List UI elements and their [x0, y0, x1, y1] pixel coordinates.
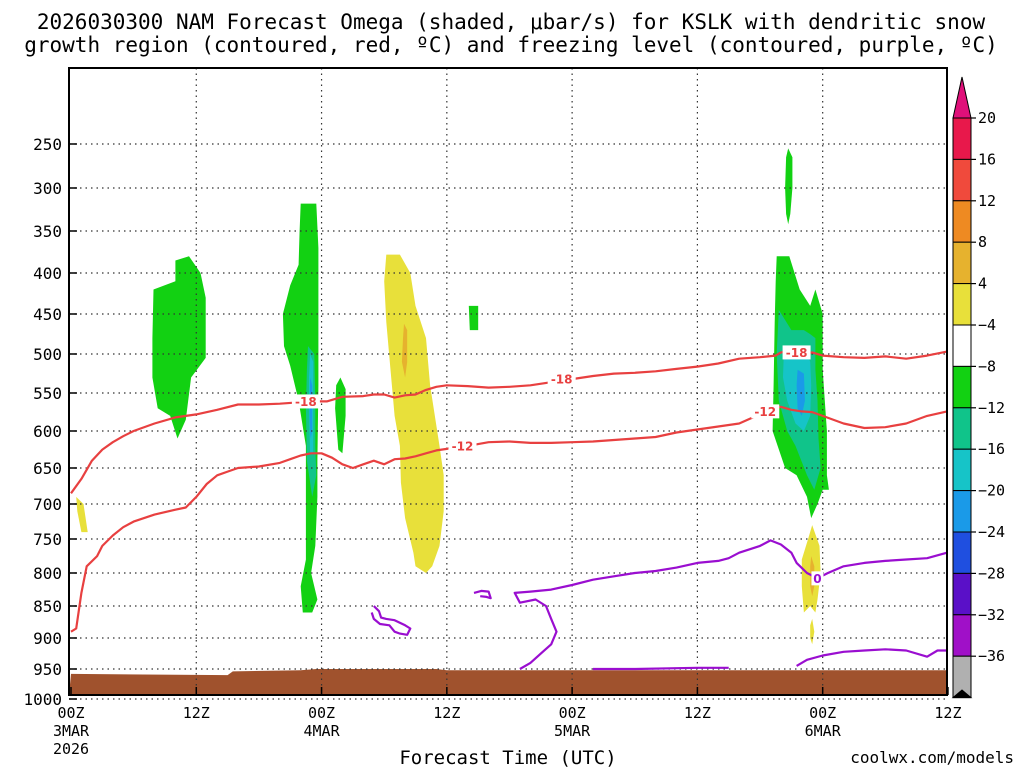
contour-iso-minus12 — [70, 405, 948, 633]
colorbar-label-4: 4 — [978, 275, 987, 293]
omega-region-yellow-d — [810, 618, 815, 645]
omega-region-green-a — [152, 256, 206, 439]
colorbar-swatch-3 — [952, 241, 972, 285]
y-tick-label-600: 600 — [33, 422, 62, 441]
colorbar-swatch-6 — [952, 365, 972, 409]
y-tick-label-500: 500 — [33, 345, 62, 364]
colorbar-label-6: −8 — [978, 357, 996, 375]
contour-label-bg-iso-minus18-2 — [782, 345, 811, 360]
omega-shading — [76, 148, 829, 645]
y-tick-label-550: 550 — [33, 384, 62, 403]
contour-label-iso-minus12-0: -12 — [452, 439, 474, 453]
colorbar-swatch-5 — [952, 324, 972, 367]
contour-frz-d — [593, 666, 729, 671]
contour-label-frz-main-0: 0 — [813, 572, 821, 586]
colorbar-label-11: −28 — [978, 564, 1005, 582]
x-tick-label-12: 12Z — [183, 704, 210, 722]
y-tick-label-350: 350 — [33, 222, 62, 241]
y-axis: 250 300 350 400 450 500 550 600 650 700 750 800 850 9… — [23, 135, 77, 709]
y-tick-label-900: 900 — [33, 629, 62, 648]
colorbar-label-12: −32 — [978, 606, 1005, 624]
credit-text: coolwx.com/models — [850, 748, 1014, 767]
y-tick-label-800: 800 — [33, 564, 62, 583]
colorbar-label-3: 8 — [978, 233, 987, 251]
plot-frame — [68, 67, 948, 696]
contour-label-bg-iso-minus12-0 — [448, 438, 477, 453]
x-tick-label-48: 00Z — [559, 704, 586, 722]
y-tick-label-950: 950 — [33, 660, 62, 679]
colorbar-swatch-11 — [952, 572, 972, 616]
colorbar-label-10: −24 — [978, 523, 1005, 541]
contour-label-iso-minus18-2: -18 — [786, 346, 808, 360]
contour-frz-b — [370, 605, 412, 636]
omega-region-orange-a — [401, 323, 408, 378]
y-tick-label-1000: 1000 — [23, 690, 62, 709]
ground-layer — [69, 669, 947, 695]
omega-region-green-d — [468, 305, 479, 331]
colorbar-swatch-7 — [952, 407, 972, 450]
contour-label-bg-frz-main-0 — [811, 571, 824, 586]
colorbar-arrow-bottom — [951, 689, 973, 699]
omega-region-yellow-a — [76, 496, 88, 533]
colorbar-swatch-10 — [952, 531, 972, 574]
contour-frz-e — [796, 648, 947, 667]
contour-label-bg-iso-minus18-0 — [291, 394, 320, 409]
contour-lines: -18 -18 -18 -12 -12 0 — [70, 345, 948, 671]
y-tick-label-400: 400 — [33, 264, 62, 283]
chart-title-line1: 2026030300 NAM Forecast Omega (shaded, μ… — [37, 10, 986, 34]
x-tick-date-24: 4MAR — [303, 722, 340, 740]
y-tick-label-650: 650 — [33, 459, 62, 478]
contour-frz-main — [513, 539, 948, 670]
colorbar-label-1: 16 — [978, 150, 996, 168]
contour-label-iso-minus18-0: -18 — [295, 395, 317, 409]
colorbar-arrow-top — [952, 76, 972, 119]
omega-region-green-c — [335, 377, 346, 454]
x-tick-label-36: 12Z — [433, 704, 460, 722]
contour-label-iso-minus18-1: -18 — [551, 373, 573, 387]
contour-label-bg-iso-minus18-1 — [547, 372, 576, 387]
colorbar-label-7: −12 — [978, 399, 1005, 417]
colorbar: 20 16 12 8 4 −4 −8 −12 −16 −20 −24 −28 −32 −36 — [951, 76, 1005, 699]
colorbar-label-2: 12 — [978, 192, 996, 210]
x-tick-label-72: 00Z — [809, 704, 836, 722]
y-tick-label-850: 850 — [33, 597, 62, 616]
contour-label-iso-minus12-1: -12 — [754, 405, 776, 419]
x-tick-date-72: 6MAR — [805, 722, 842, 740]
y-tick-label-700: 700 — [33, 495, 62, 514]
x-tick-label-0: 00Z — [57, 704, 84, 722]
colorbar-label-8: −16 — [978, 440, 1005, 458]
contour-frz-c — [473, 589, 492, 600]
colorbar-swatch-9 — [952, 490, 972, 533]
colorbar-swatch-8 — [952, 448, 972, 492]
colorbar-swatch-1 — [952, 158, 972, 202]
y-tick-label-250: 250 — [33, 135, 62, 154]
colorbar-swatch-0 — [952, 117, 972, 160]
chart-title-line2: growth region (contoured, red, ºC) and f… — [24, 33, 998, 57]
omega-region-yellow-b — [384, 254, 444, 573]
x-axis-label: Forecast Time (UTC) — [399, 747, 616, 768]
omega-region-green-e — [785, 148, 793, 225]
y-tick-label-300: 300 — [33, 179, 62, 198]
contour-label-bg-iso-minus12-1 — [751, 404, 780, 419]
x-tick-label-60: 12Z — [684, 704, 711, 722]
colorbar-swatch-4 — [952, 283, 972, 326]
x-tick-date-48: 5MAR — [554, 722, 591, 740]
x-tick-year-0: 2026 — [53, 740, 89, 758]
ground-surface — [69, 669, 947, 695]
x-tick-label-24: 00Z — [308, 704, 335, 722]
y-tick-label-450: 450 — [33, 305, 62, 324]
colorbar-label-13: −36 — [978, 647, 1005, 665]
colorbar-label-5: −4 — [978, 316, 996, 334]
colorbar-swatch-12 — [952, 614, 972, 657]
y-tick-label-750: 750 — [33, 530, 62, 549]
colorbar-swatch-2 — [952, 200, 972, 243]
colorbar-label-9: −20 — [978, 482, 1005, 500]
x-tick-date-0: 3MAR — [53, 722, 90, 740]
x-tick-label-84: 12Z — [934, 704, 961, 722]
colorbar-label-0: 20 — [978, 109, 996, 127]
